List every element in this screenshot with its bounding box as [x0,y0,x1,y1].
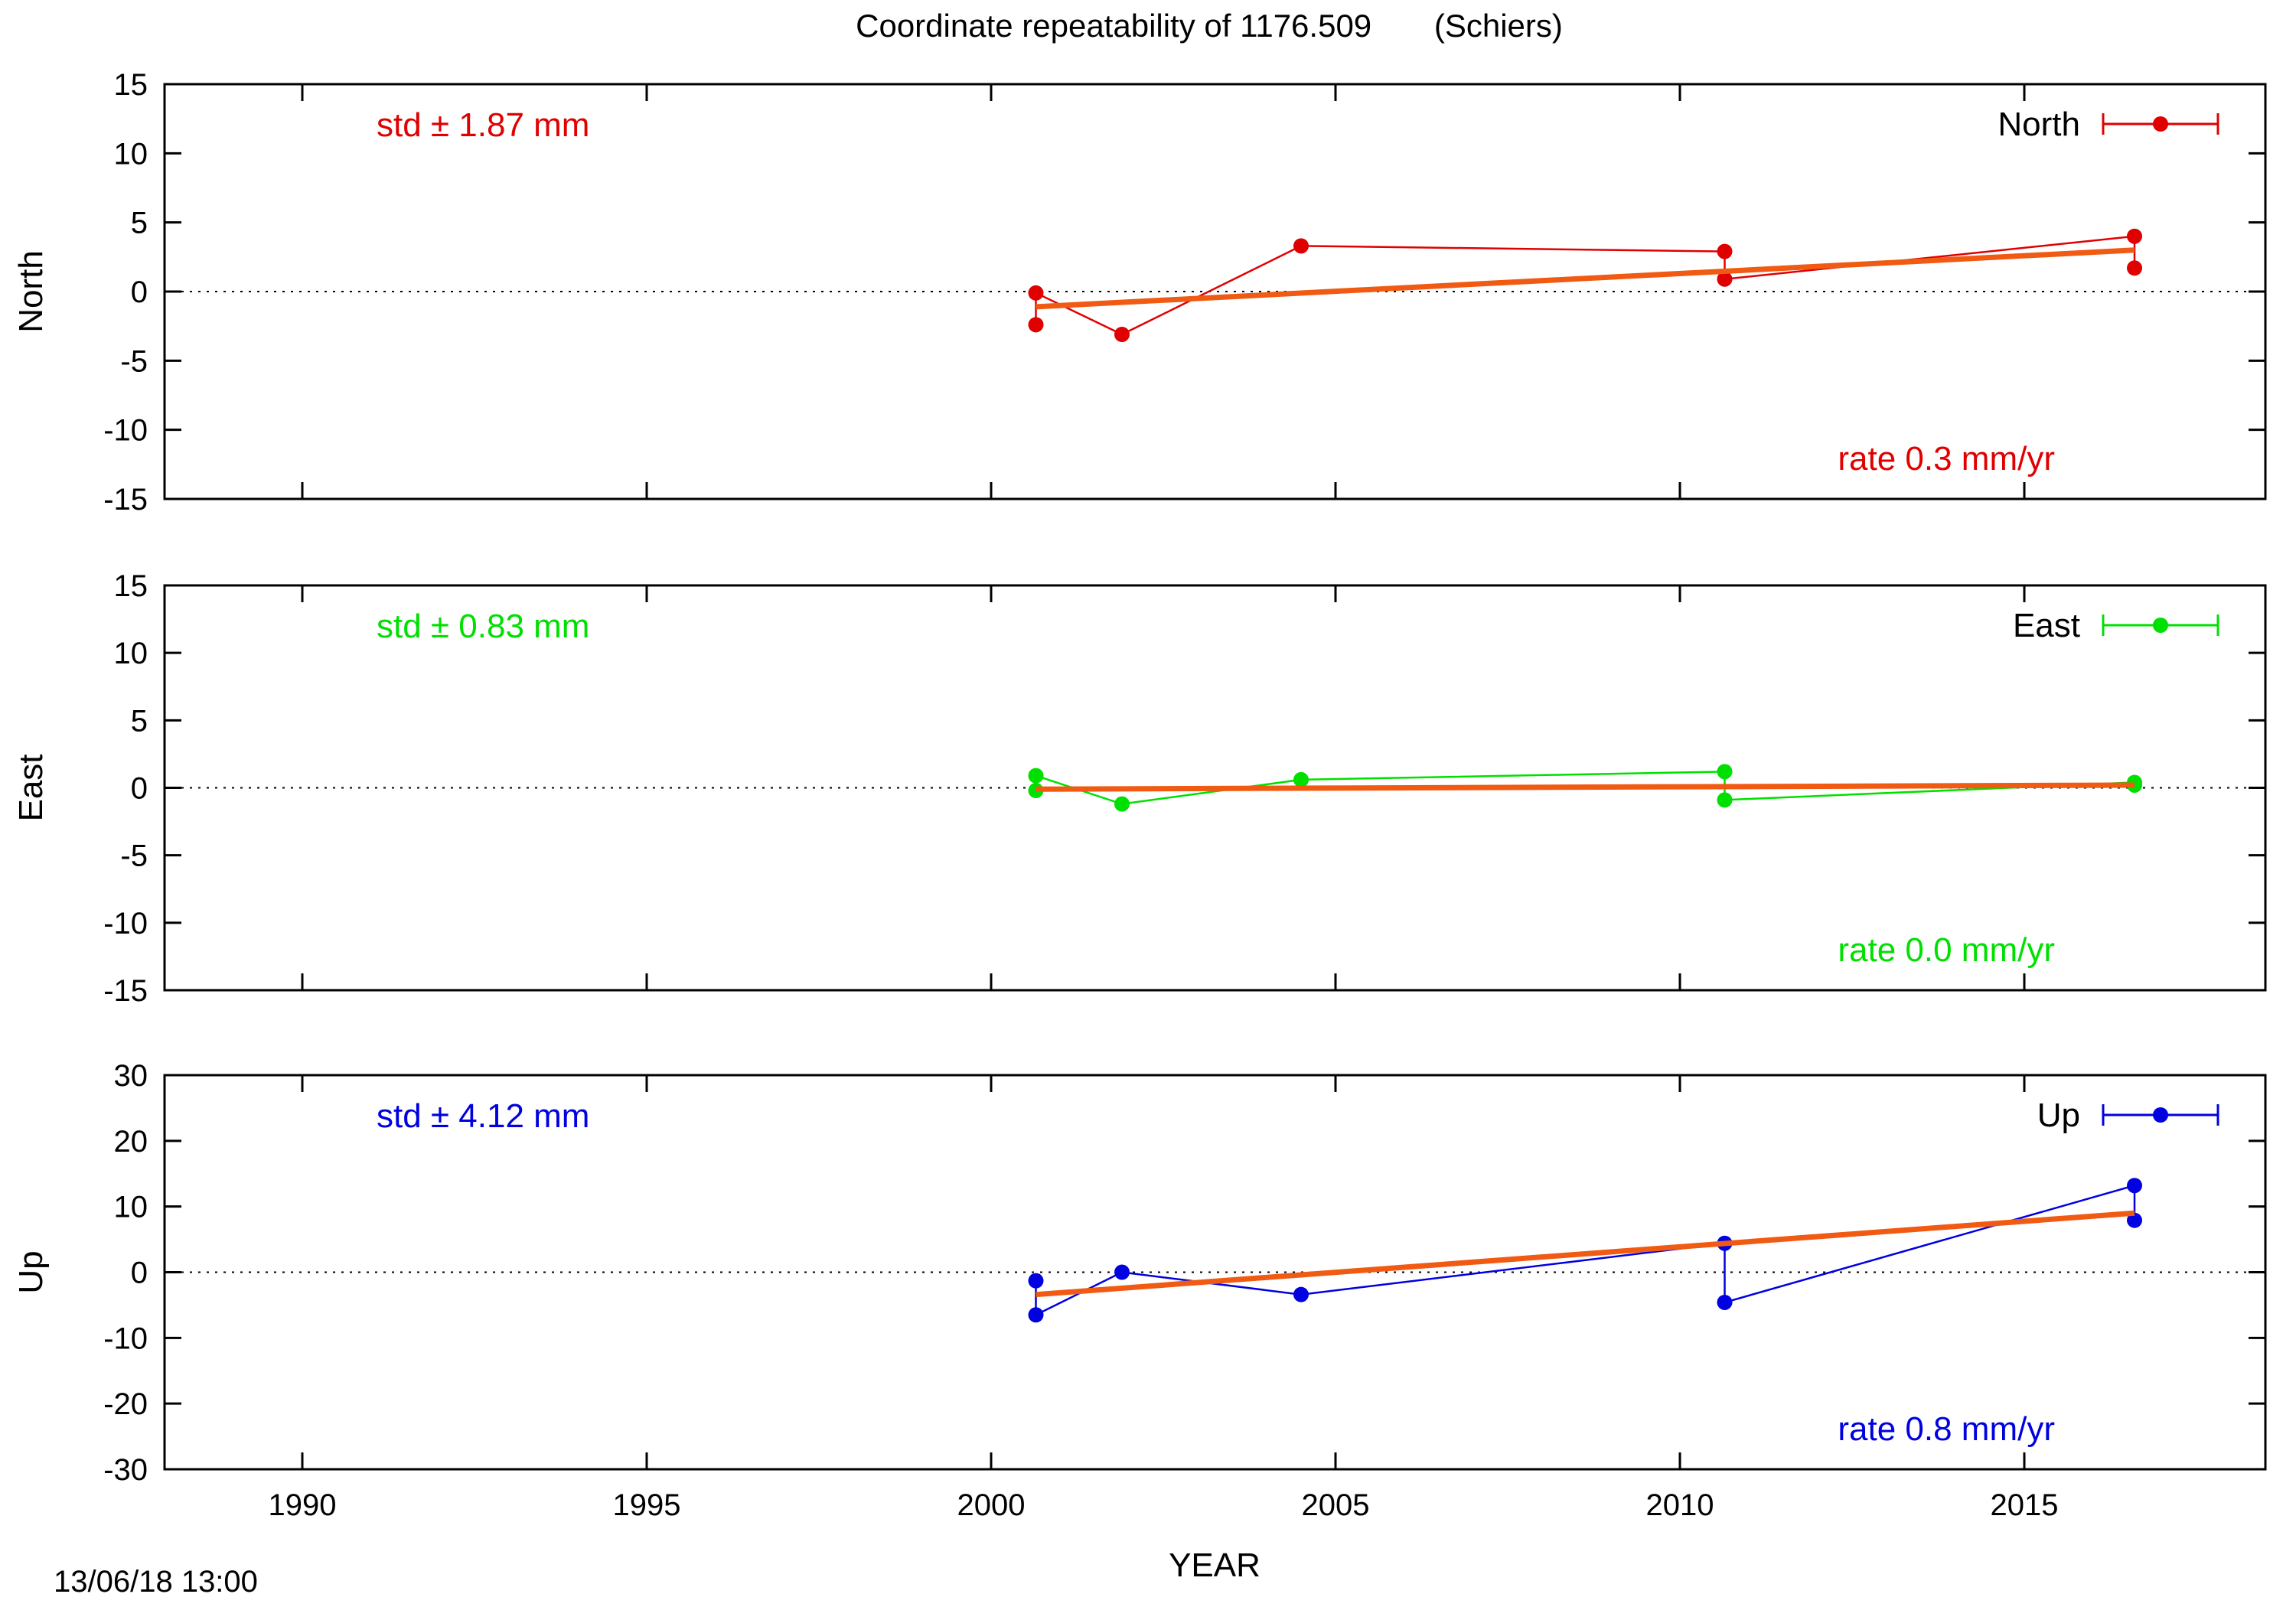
x-tick-label: 2015 [1991,1488,2059,1522]
east-data-point [1293,771,1309,787]
north-data-point [1114,327,1130,343]
up-legend-label: Up [2037,1097,2080,1134]
up-series-line [1035,1184,2136,1317]
east-y-tick-label: -5 [120,839,148,873]
north-y-tick-label: -10 [103,414,148,448]
up-y-axis-label: Up [12,1250,50,1293]
east-y-tick-label: -15 [103,974,148,1008]
up-y-tick-label: 20 [114,1125,148,1159]
north-rate-annotation: rate 0.3 mm/yr [1838,440,2055,478]
up-legend: Up [2037,1097,2219,1134]
chart-panels: -15 -10 -5 0 5 10 15 North std ± 1.87 mm rate 0.3… [12,68,2267,1487]
north-data-point [1293,238,1309,254]
up-y-tick-label: 30 [114,1059,148,1093]
east-y-tick-label: 15 [114,569,148,603]
up-std-annotation: std ± 4.12 mm [377,1097,589,1135]
east-legend-marker [2153,618,2168,633]
east-y-tick-label: 0 [131,772,148,806]
east-trend-line [1035,782,2135,792]
up-data-point [2127,1212,2142,1228]
up-data-point [1293,1286,1309,1302]
up-data-point [1028,1307,1044,1323]
panel-up: -30 -20 -10 0 10 20 30 Up std ± 4.12 mm rate 0.8 … [12,1059,2267,1487]
north-y-tick-label: 15 [114,68,148,102]
north-y-tick-label: 0 [131,275,148,309]
east-data-point [1028,768,1044,784]
timestamp-footer: 13/06/18 13:00 [54,1565,258,1599]
x-tick-label: 2005 [1302,1488,1370,1522]
north-y-tick-label: 5 [131,207,148,240]
east-std-annotation: std ± 0.83 mm [377,608,589,645]
up-data-point [1114,1264,1130,1280]
panel-east: -15 -10 -5 0 5 10 15 East std ± 0.83 mm rate 0.0 … [12,569,2267,1008]
east-data-point [1114,796,1130,812]
up-y-tick-label: -10 [103,1322,148,1355]
north-std-annotation: std ± 1.87 mm [377,106,589,144]
x-axis-label: YEAR [1169,1547,1261,1584]
north-data-point [1028,317,1044,333]
chart-title: Coordinate repeatability of 1176.509 (Sc… [856,8,1563,44]
east-legend-label: East [2013,607,2080,644]
north-y-tick-label: -5 [120,344,148,378]
north-y-tick-label: -15 [103,483,148,517]
up-data-point [2127,1178,2142,1194]
north-data-point [1717,271,1733,287]
panel-north: -15 -10 -5 0 5 10 15 North std ± 1.87 mm rate 0.3… [12,68,2267,517]
north-legend-marker [2153,116,2168,132]
x-tick-label: 2010 [1646,1488,1714,1522]
up-y-tick-label: 10 [114,1191,148,1224]
x-tick-label: 2000 [957,1488,1026,1522]
x-tick-label: 1995 [613,1488,681,1522]
up-trend-line [1035,1210,2135,1298]
north-series-line [1035,235,2136,336]
up-y-tick-label: 0 [131,1257,148,1290]
east-legend: East [2013,607,2219,644]
north-legend-label: North [1998,106,2080,143]
up-data-point [1717,1294,1733,1310]
x-axis: 1990 1995 2000 2005 2010 2015 [269,1488,2059,1522]
north-trend-line [1035,247,2135,310]
east-rate-annotation: rate 0.0 mm/yr [1838,931,2055,969]
north-y-tick-label: 10 [114,137,148,171]
north-data-point [2127,228,2142,244]
up-legend-marker [2153,1107,2168,1123]
x-tick-label: 1990 [269,1488,337,1522]
east-y-tick-label: 5 [131,704,148,738]
east-data-point [1717,792,1733,808]
up-data-point [1028,1273,1044,1289]
up-rate-annotation: rate 0.8 mm/yr [1838,1410,2055,1448]
east-y-axis-label: East [12,754,50,821]
north-data-point [2127,260,2142,276]
north-data-point [1717,243,1733,259]
north-y-axis-label: North [12,250,50,333]
east-y-tick-label: -10 [103,907,148,940]
east-data-point [1717,764,1733,780]
east-y-tick-label: 10 [114,637,148,670]
north-legend: North [1998,106,2219,143]
north-data-point [1028,285,1044,301]
up-y-tick-label: -30 [103,1453,148,1487]
up-y-tick-label: -20 [103,1387,148,1421]
